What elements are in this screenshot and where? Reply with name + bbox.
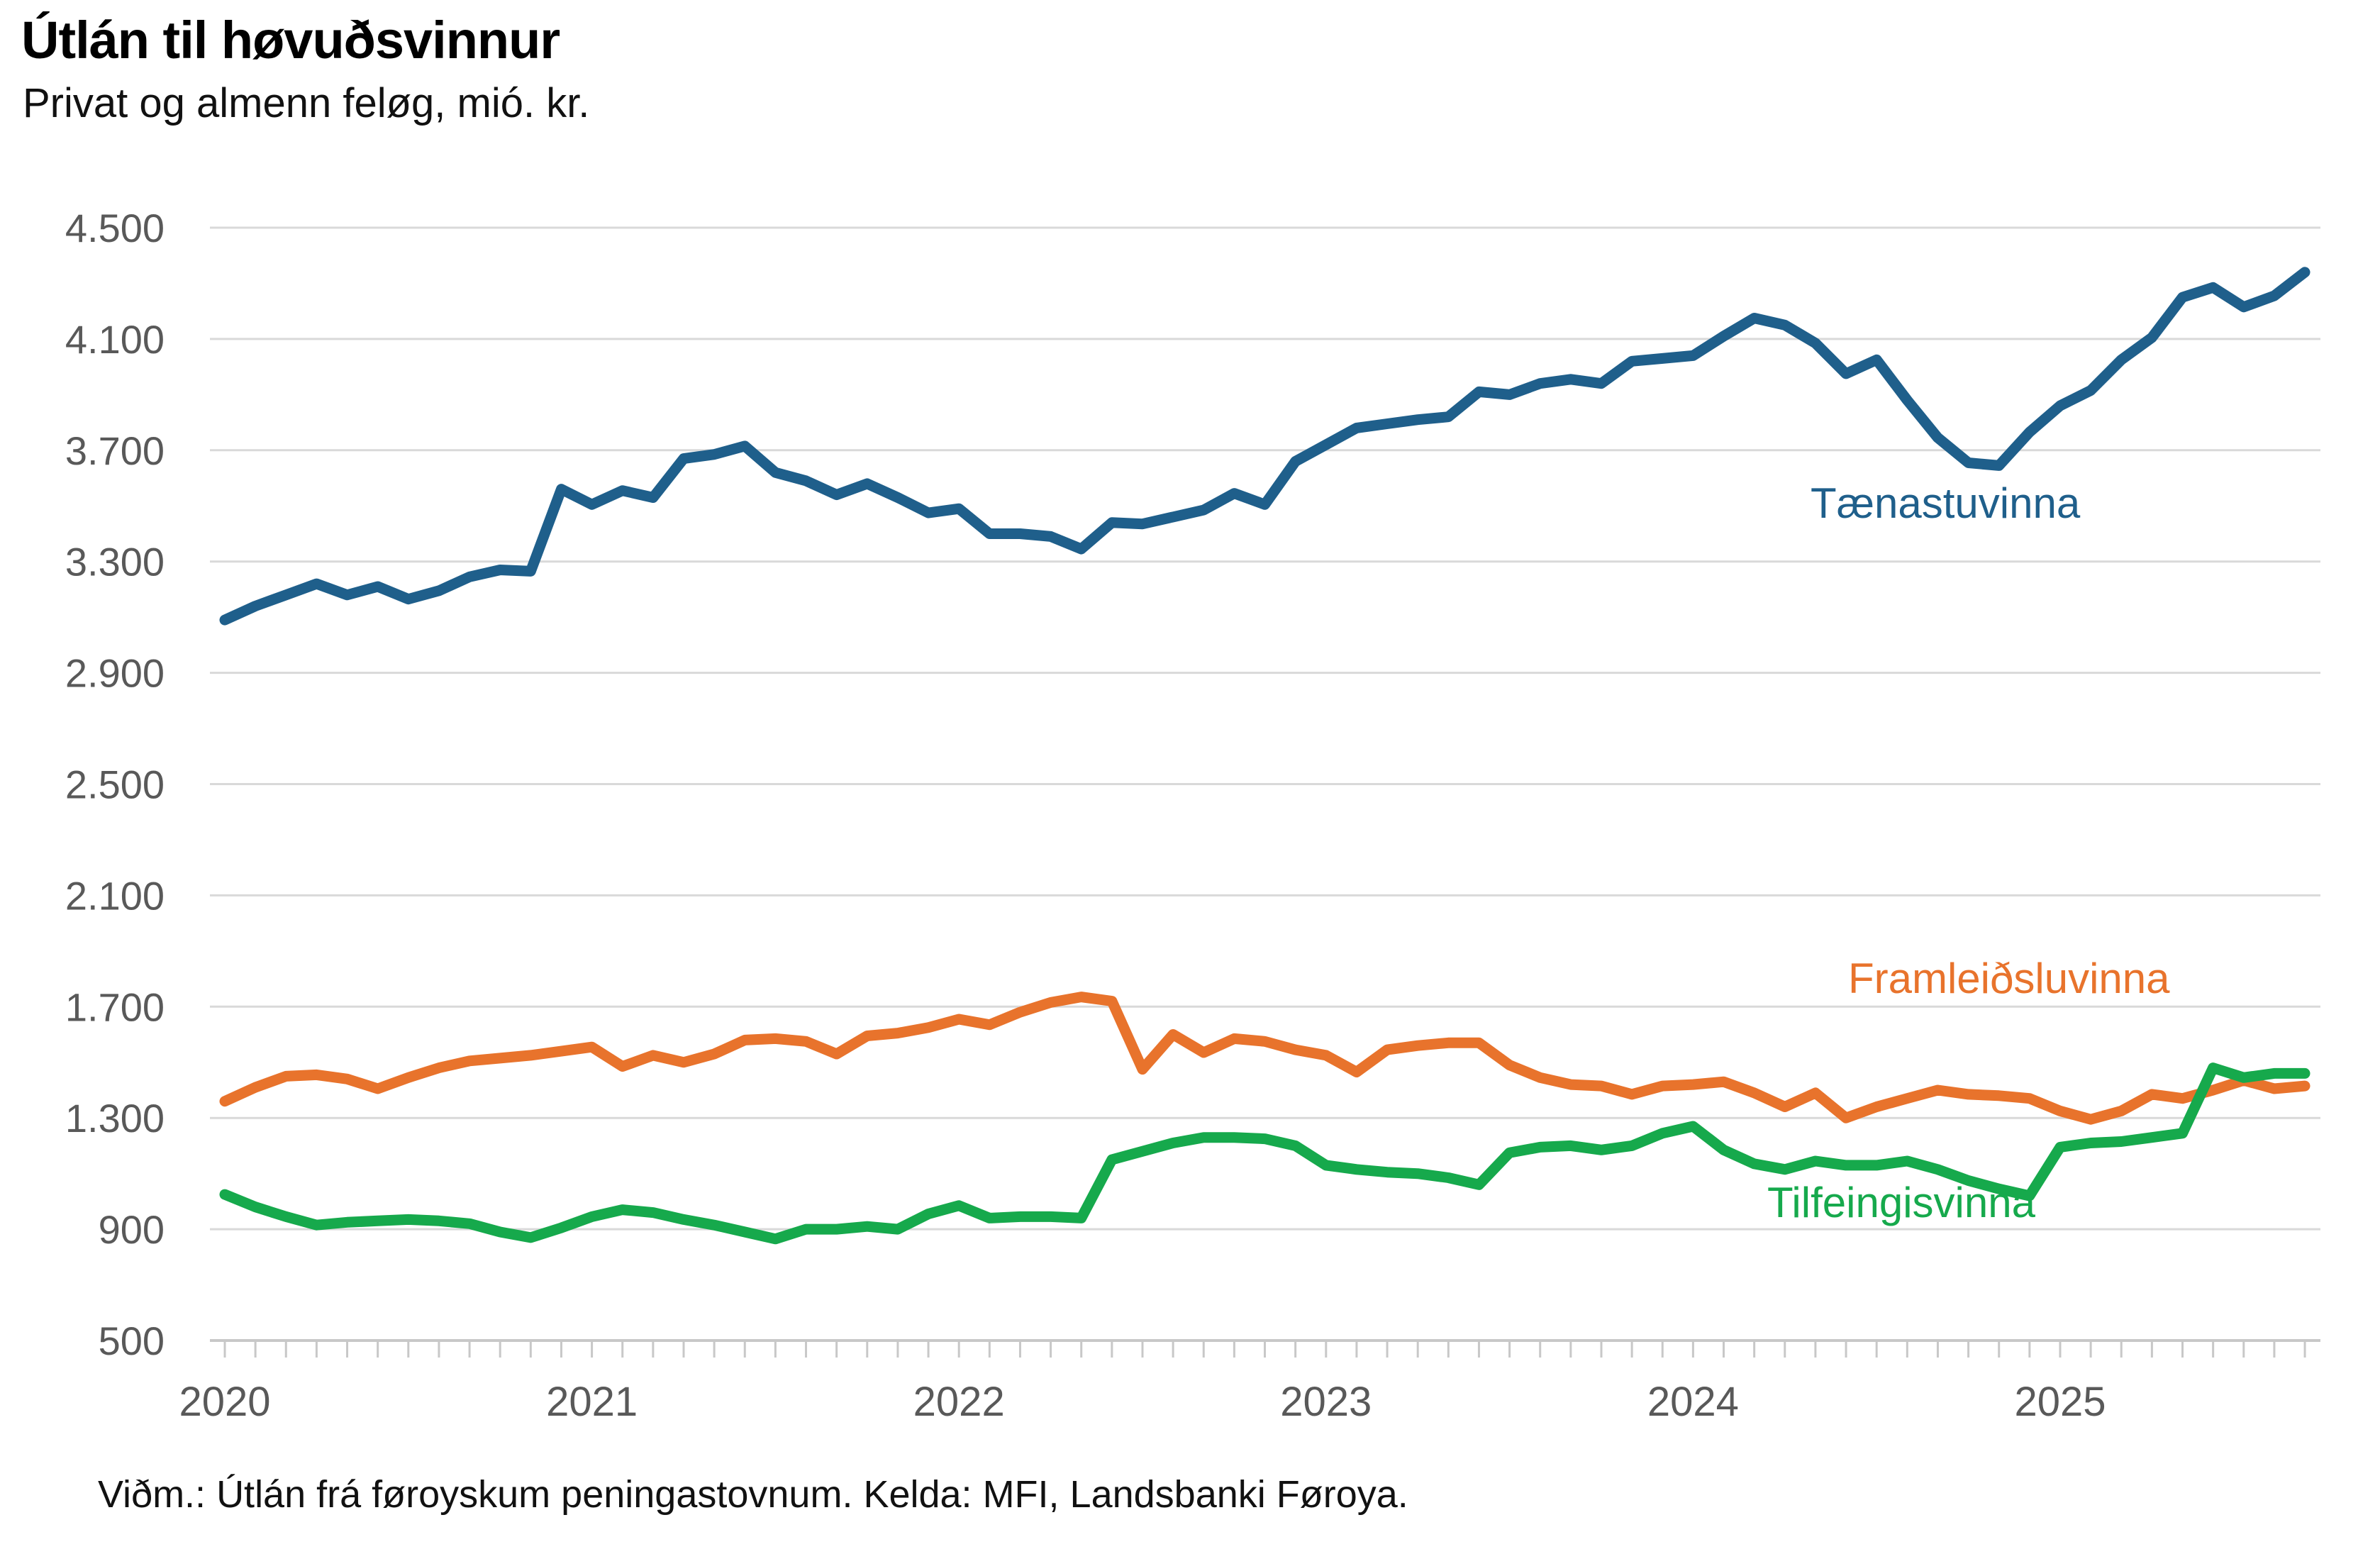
y-axis-tick-label: 2.100	[65, 873, 165, 918]
y-axis-tick-label: 3.700	[65, 428, 165, 473]
y-axis-tick-label: 4.100	[65, 317, 165, 362]
series-line-tilfeingisvinna	[219, 1062, 2311, 1245]
x-axis-tick-label: 2023	[1280, 1379, 1372, 1425]
y-axis-tick-label: 900	[99, 1207, 165, 1252]
x-axis-tick-label: 2022	[913, 1379, 1005, 1425]
series-label-tilfeingisvinna: Tilfeingisvinna	[1767, 1179, 2036, 1226]
y-axis-tick-label: 4.500	[65, 206, 165, 250]
series-line-taenastuvinna	[219, 267, 2311, 626]
y-axis-tick-label: 1.300	[65, 1096, 165, 1140]
y-axis-tick-label: 2.900	[65, 651, 165, 696]
y-axis-tick-label: 2.500	[65, 762, 165, 807]
chart-subtitle: Privat og almenn feløg, mió. kr.	[23, 80, 590, 126]
x-axis-tick-label: 2020	[179, 1379, 270, 1425]
source-note: Viðm.: Útlán frá føroyskum peningastovnu…	[98, 1473, 1408, 1516]
x-axis-tick-label: 2024	[1647, 1379, 1739, 1425]
series-line-framleidsluvinna	[219, 992, 2311, 1125]
chart-title: Útlán til høvuðsvinnur	[21, 11, 560, 70]
y-axis-tick-label: 500	[99, 1319, 165, 1363]
y-axis-tick-label: 1.700	[65, 984, 165, 1029]
x-axis-tick-label: 2025	[2014, 1379, 2106, 1425]
x-axis-tick-label: 2021	[546, 1379, 638, 1425]
series-label-framleidsluvinna: Framleiðsluvinna	[1848, 955, 2170, 1002]
y-axis-tick-label: 3.300	[65, 540, 165, 584]
series-label-taenastuvinna: Tænastuvinna	[1811, 479, 2081, 527]
